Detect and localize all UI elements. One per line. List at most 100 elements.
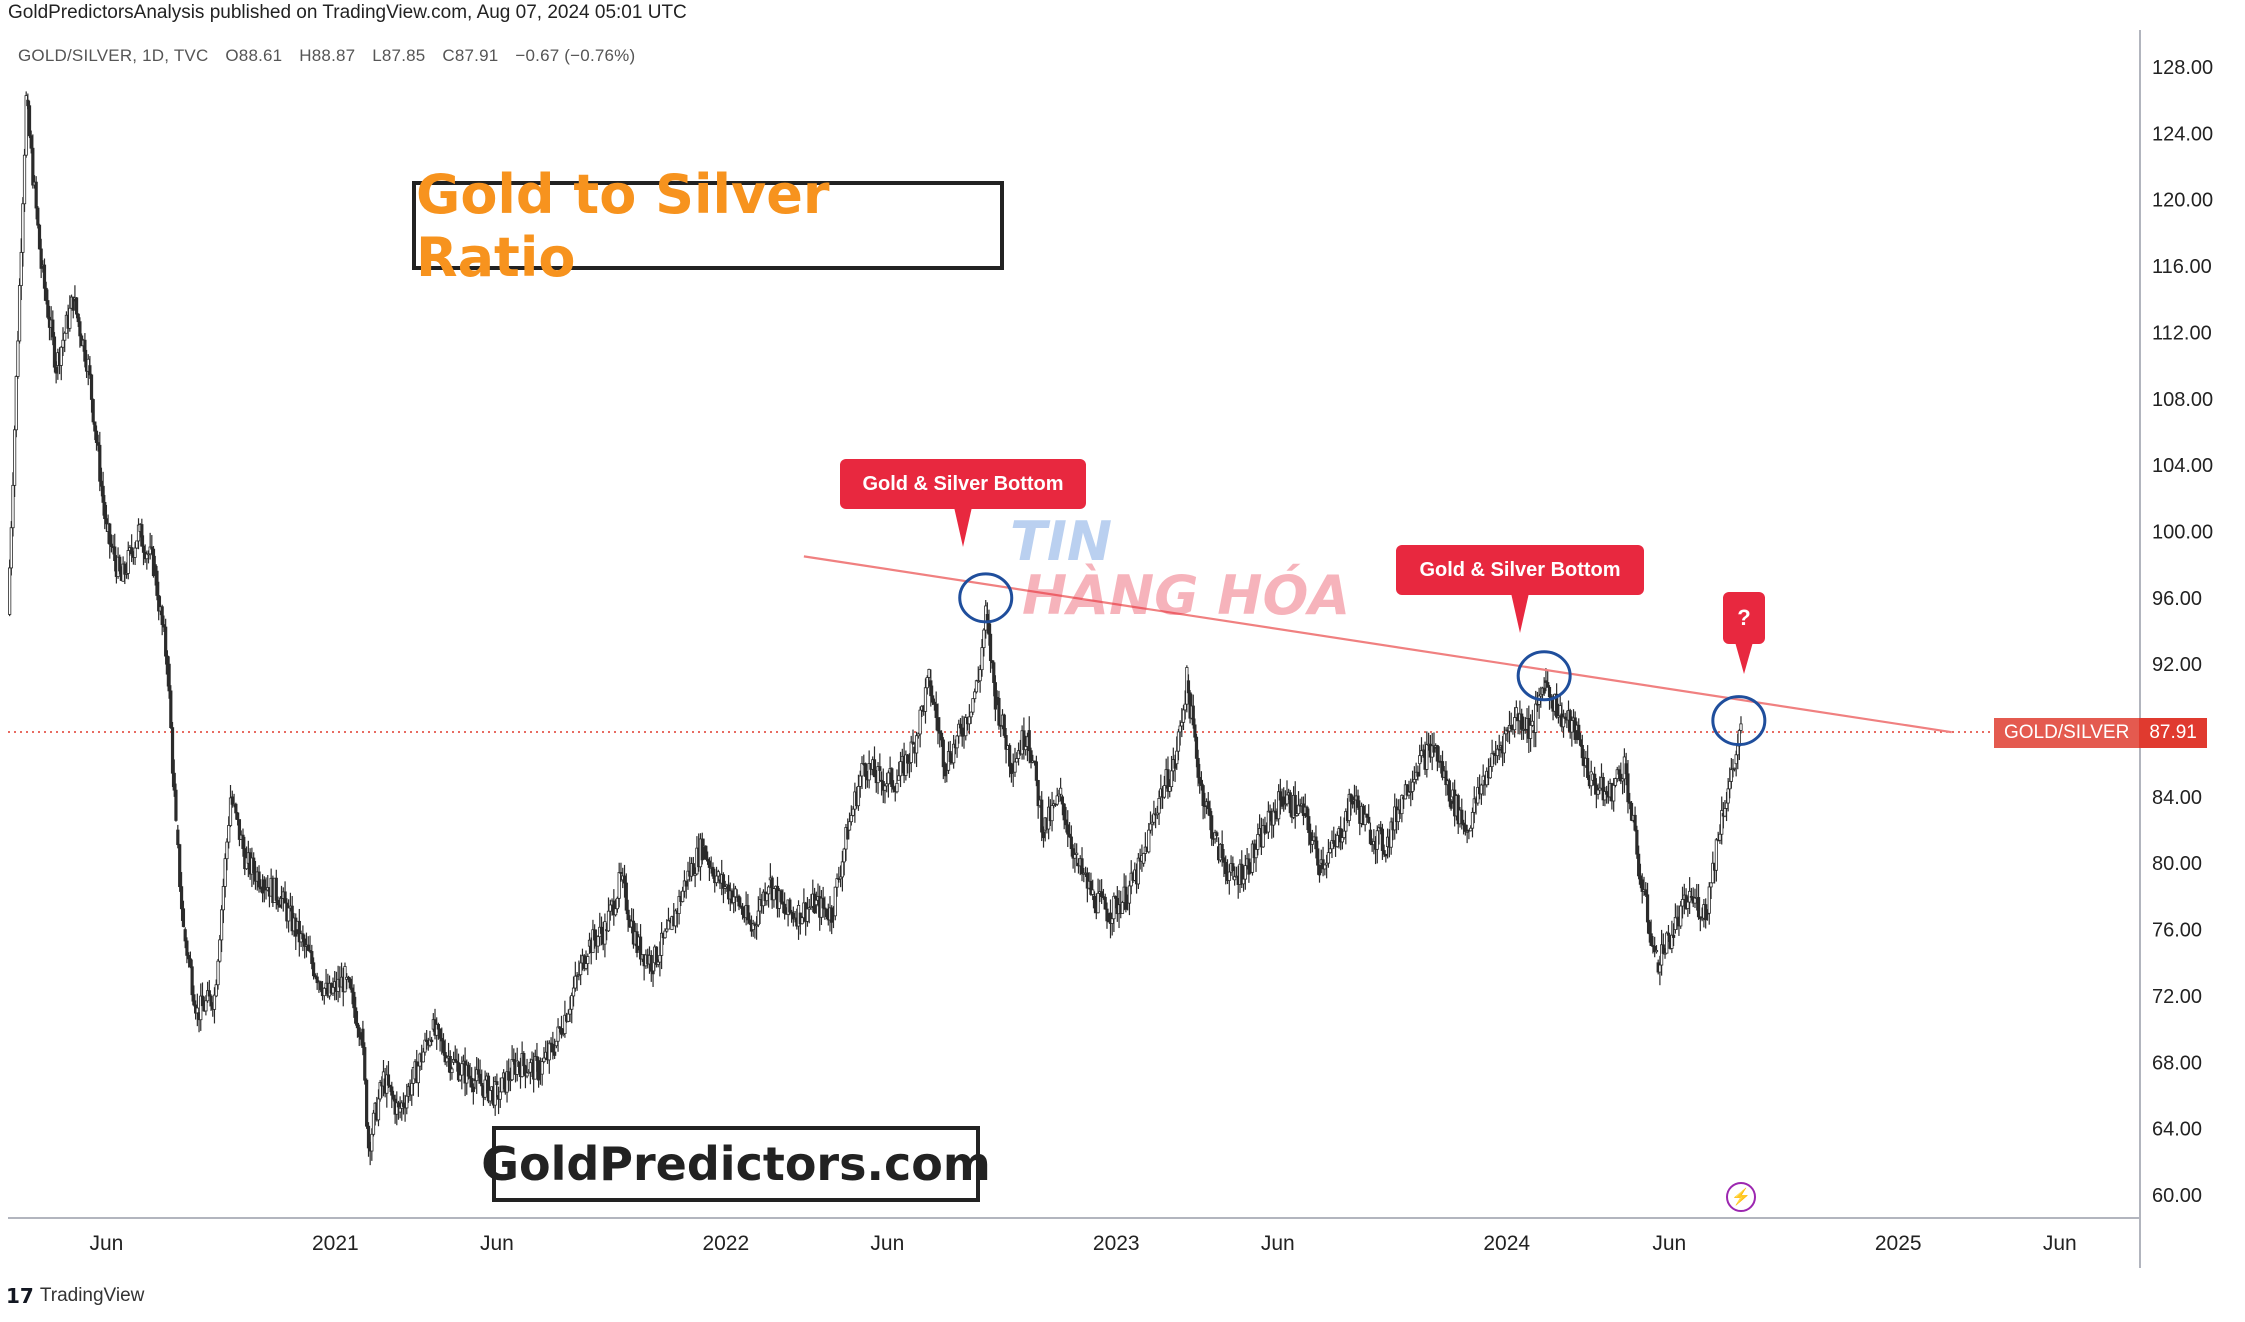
highlight-circle	[1516, 650, 1572, 702]
candle-body	[1349, 793, 1353, 802]
candle-body	[833, 886, 837, 917]
candle-body	[209, 995, 213, 1007]
candle-body	[176, 829, 180, 846]
candle-body	[517, 1061, 521, 1067]
candle-body	[1380, 828, 1385, 851]
candle-body	[1112, 895, 1116, 920]
candle-body	[1015, 758, 1019, 763]
high-value: H88.87	[299, 46, 356, 65]
candle-body	[617, 872, 621, 899]
candle-body	[547, 1042, 551, 1061]
candle-body	[1580, 744, 1584, 759]
candle-body	[1425, 744, 1429, 770]
candle-body	[1363, 813, 1367, 826]
candle-body	[252, 857, 256, 874]
candle-body	[34, 181, 38, 209]
candle-body	[967, 716, 971, 725]
price-tag-symbol: GOLD/SILVER	[1994, 718, 2140, 748]
site-watermark: GoldPredictors.com	[481, 1137, 991, 1191]
candle-body	[1666, 932, 1671, 936]
candle-body	[1596, 789, 1600, 795]
x-tick-label: Jun	[480, 1232, 514, 1255]
candle-body	[1162, 785, 1166, 798]
candle-body	[74, 297, 79, 315]
candle-body	[1671, 934, 1676, 938]
candle-body	[1449, 800, 1453, 809]
candle-body	[405, 1095, 409, 1109]
candle-body	[1649, 933, 1653, 946]
candle-body	[1008, 745, 1012, 767]
symbol-info[interactable]: GOLD/SILVER, 1D, TVC	[18, 46, 209, 65]
candle-body	[978, 669, 982, 682]
candle-body	[441, 1040, 446, 1053]
callout-question[interactable]: ?	[1723, 592, 1765, 674]
candle-body	[911, 741, 915, 745]
candle-body	[108, 523, 112, 545]
current-price-tag: GOLD/SILVER 87.91	[1994, 718, 2207, 748]
low-value: L87.85	[372, 46, 426, 65]
x-tick-label: 2021	[312, 1232, 359, 1255]
candle-body	[44, 287, 48, 301]
candle-body	[1210, 815, 1214, 839]
candle-body	[733, 888, 738, 898]
candle-body	[1148, 823, 1153, 831]
candle-body	[1256, 834, 1260, 850]
candle-body	[1075, 852, 1079, 855]
candle-body	[897, 775, 901, 781]
candle-body	[540, 1061, 544, 1075]
candle-body	[1340, 837, 1344, 843]
candle-body	[1180, 721, 1184, 727]
candle-body	[386, 1074, 391, 1086]
candle-body	[1224, 861, 1228, 875]
candle-body	[1168, 786, 1172, 792]
y-tick-label: 68.00	[2152, 1052, 2202, 1074]
candle-body	[363, 1047, 367, 1081]
candle-body	[974, 680, 979, 693]
candle-body	[851, 808, 855, 816]
candle-body	[1412, 778, 1416, 783]
y-tick-label: 128.00	[2152, 57, 2213, 79]
candle-body	[1660, 944, 1664, 966]
candle-body	[470, 1077, 474, 1088]
callout-bottom-1[interactable]: Gold & Silver Bottom	[840, 459, 1086, 547]
candle-body	[199, 995, 203, 1021]
candle-body	[1382, 850, 1386, 855]
candle-body	[91, 399, 95, 423]
site-watermark-box[interactable]: GoldPredictors.com	[481, 1126, 991, 1202]
tradingview-brand[interactable]: 17 TradingView	[6, 1284, 144, 1308]
y-tick-label: 100.00	[2152, 521, 2213, 543]
candle-body	[1729, 769, 1733, 782]
candle-body	[1586, 757, 1590, 778]
candle-body	[1278, 791, 1282, 801]
candle-body	[257, 871, 261, 888]
chart-title-box[interactable]: Gold to Silver Ratio	[412, 163, 1004, 289]
candle-body	[8, 567, 12, 615]
candle-body	[756, 910, 760, 926]
candle-body	[1328, 848, 1332, 854]
candle-body	[306, 944, 310, 951]
candle-body	[553, 1051, 557, 1056]
ohlc-legend: GOLD/SILVER, 1D, TVC O88.61 H88.87 L87.8…	[18, 46, 647, 66]
candle-body	[1091, 889, 1095, 895]
candle-body	[230, 796, 234, 805]
candle-body	[96, 442, 100, 446]
candle-body	[740, 906, 745, 915]
candle-body	[183, 929, 187, 942]
candle-body	[22, 154, 27, 205]
candle-body	[1157, 798, 1161, 814]
candle-body	[1644, 889, 1648, 896]
candle-body	[89, 374, 94, 400]
candle-body	[14, 376, 18, 431]
candle-body	[311, 962, 316, 977]
candle-body	[1060, 796, 1065, 805]
lightning-icon[interactable]: ⚡	[1726, 1182, 1756, 1212]
candle-body	[135, 540, 139, 549]
callout-bottom-2[interactable]: Gold & Silver Bottom	[1396, 545, 1644, 633]
candle-body	[445, 1057, 449, 1063]
candle-body	[63, 332, 67, 341]
candle-body	[416, 1065, 420, 1084]
x-tick-label: 2023	[1093, 1232, 1140, 1255]
candle-body	[486, 1075, 491, 1102]
candle-body	[1679, 905, 1683, 927]
